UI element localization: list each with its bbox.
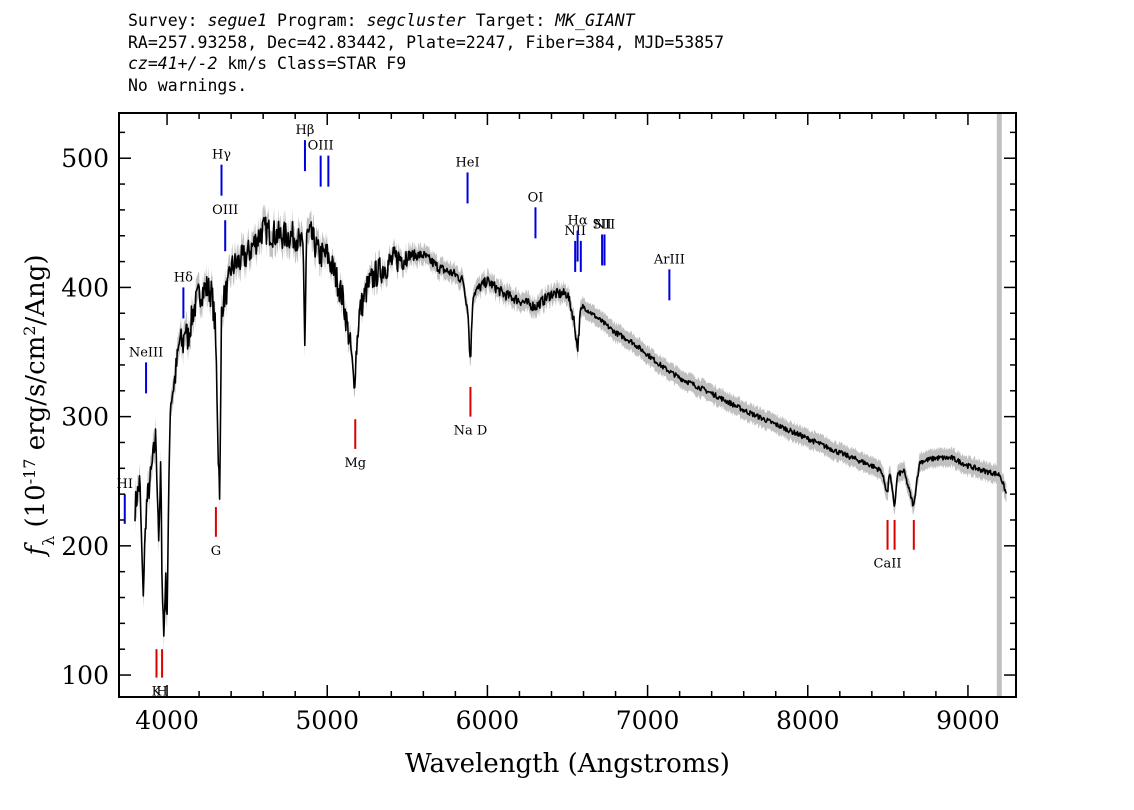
emission-line-label: HI [117,477,133,492]
y-axis-title-part: 2 [20,326,39,336]
x-tick-label: 7000 [616,706,680,735]
emission-line-label: OI [528,190,544,205]
y-tick-label: 300 [61,403,109,432]
y-tick-label: 200 [61,532,109,561]
x-axis-title: Wavelength (Angstroms) [405,749,730,779]
emission-line-label: HeI [455,155,479,170]
y-tick-label: 400 [61,273,109,302]
x-tick-label: 9000 [936,706,1000,735]
absorption-line-label: Mg [344,456,366,471]
emission-line-label: Hδ [174,270,193,285]
y-axis-title-part: (10 [21,484,51,536]
absorption-line-label: Na D [454,424,488,439]
emission-line-label: NII [594,217,616,232]
header-redshift-part: km/s Class=STAR F9 [217,54,407,73]
emission-line-label: NII [564,224,586,239]
y-axis-title-part: erg/s/cm [21,336,51,459]
y-axis-title-part: /Ang) [21,254,51,325]
absorption-line-label: K [152,685,162,700]
plot-frame [118,112,1017,698]
emission-line-label: OIII [308,139,334,154]
absorption-line-label: CaII [874,557,902,572]
x-tick-label: 8000 [776,706,840,735]
x-tick-label: 6000 [456,706,520,735]
spectrum-header: Survey: segue1 Program: segcluster Targe… [128,10,724,96]
y-axis-title-part: -17 [20,459,39,485]
header-survey-part: segue1 [207,11,268,30]
spectrum-series [134,216,1008,637]
y-axis-title-part: λ [39,536,58,546]
header-survey-part: segcluster [366,11,466,30]
y-tick-label: 500 [61,144,109,173]
axis-tick-labels: 4000 5000 6000 7000 8000 9000 100 200 300 400 500 [61,144,999,735]
flux-error-band [135,113,1007,697]
y-tick-label: 100 [61,661,109,690]
axis-ticks [119,113,1016,697]
emission-line-label: Hγ [212,148,231,163]
y-axis-title: fλ (10-17 erg/s/cm2/Ang) [20,254,58,557]
header-survey-part: Program: [267,11,367,30]
header-line-coordinates: RA=257.93258, Dec=42.83442, Plate=2247, … [128,32,725,52]
emission-line-label: OIII [212,203,238,218]
absorption-line-label: G [211,544,221,559]
header-survey-part: MK_GIANT [555,11,635,30]
header-survey-part: Target: [465,11,556,30]
spectrum-line [134,216,1008,637]
x-tick-label: 4000 [135,706,199,735]
masked-region [996,113,1002,697]
header-line-redshift-class: cz=41+/-2 km/s Class=STAR F9 [128,53,724,75]
header-line-warnings: No warnings. [128,75,248,95]
emission-line-label: ArIII [653,252,685,267]
error-band-area [135,204,1007,649]
emission-line-label: Hβ [296,123,315,138]
absorption-line-label: H [156,685,167,700]
header-survey-part: Survey: [128,11,208,30]
header-line-survey: Survey: segue1 Program: segcluster Targe… [128,10,724,32]
header-redshift-part: cz=41+/-2 [128,54,218,73]
emission-line-label: NeIII [129,345,163,360]
emission-line-label: Hα [568,214,588,229]
x-tick-label: 5000 [295,706,359,735]
emission-line-label: SII [593,217,612,232]
